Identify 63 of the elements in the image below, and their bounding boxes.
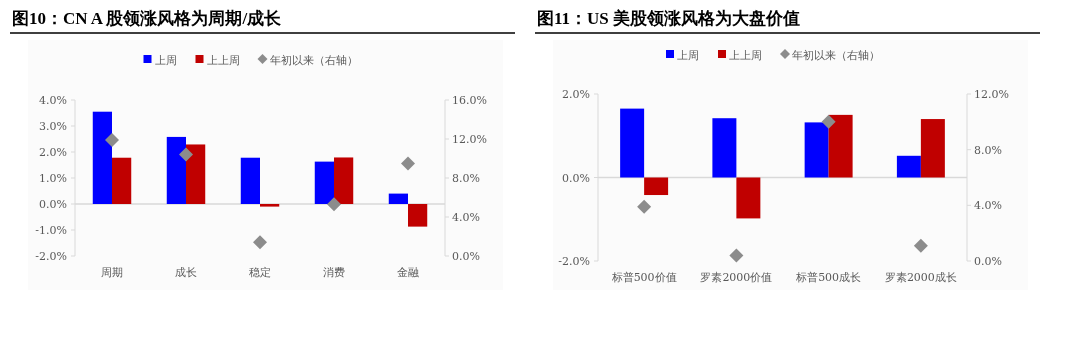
bar [92,111,112,204]
bar [644,177,669,196]
y2-tick-label: 12.0% [974,88,1009,101]
point [913,238,928,253]
point [179,147,193,162]
bar [804,122,829,178]
x-tick-label: 周期 [101,266,123,279]
chart-title: 图11：US 美股领涨风格为大盘价值 [537,9,801,28]
bar [260,204,280,207]
bar [828,114,853,178]
bar [388,193,408,204]
point [729,248,744,263]
legend-label: 上上周 [206,54,240,67]
x-tick-label: 成长 [175,266,197,279]
bar [620,108,645,178]
x-tick-label: 标普500成长 [795,271,862,284]
y-tick-label: 0.0% [562,171,590,185]
legend-label: 上周 [154,54,177,67]
bar [112,157,132,204]
chart-title: 图10：CN A 股领涨风格为周期/成长 [12,9,283,28]
y-tick-label: 4.0% [39,94,67,107]
bar [920,119,945,178]
bar [240,157,260,204]
y2-tick-label: 8.0% [974,143,1002,157]
y-tick-label: -2.0% [35,250,67,263]
y2-tick-label: 4.0% [452,211,480,224]
y2-tick-label: 16.0% [452,94,487,107]
bar [712,118,737,178]
point [401,156,415,171]
y2-tick-label: 0.0% [452,250,480,263]
y2-tick-label: 8.0% [452,172,480,185]
point [637,199,652,214]
bar [896,155,921,178]
y-tick-label: -2.0% [558,255,590,268]
bar [736,177,761,219]
y2-tick-label: 0.0% [974,255,1002,268]
x-tick-label: 标普500价值 [610,271,677,284]
legend-label: 上上周 [729,49,762,62]
x-tick-label: 金融 [397,266,419,279]
x-tick-label: 罗素2000价值 [700,271,773,284]
y-tick-label: 0.0% [39,198,67,211]
point [327,197,341,212]
y2-tick-label: 12.0% [452,133,487,146]
y-tick-label: 2.0% [562,88,590,101]
y-tick-label: -1.0% [35,224,67,237]
y-tick-label: 1.0% [39,172,67,185]
bar [186,144,206,204]
legend-label: 年初以来（右轴） [269,54,358,67]
bar [334,157,354,204]
legend-label: 上周 [677,49,699,62]
x-tick-label: 罗素2000成长 [884,271,957,284]
legend-label: 年初以来（右轴） [792,49,880,62]
point [105,132,119,147]
bar [314,161,334,204]
point [821,114,836,129]
bar [408,204,428,227]
y-tick-label: 3.0% [39,120,67,133]
y2-tick-label: 4.0% [974,199,1002,213]
point [253,235,267,250]
y-tick-label: 2.0% [39,146,67,159]
x-tick-label: 消费 [323,266,345,279]
x-tick-label: 稳定 [249,266,271,279]
bar [166,136,186,204]
